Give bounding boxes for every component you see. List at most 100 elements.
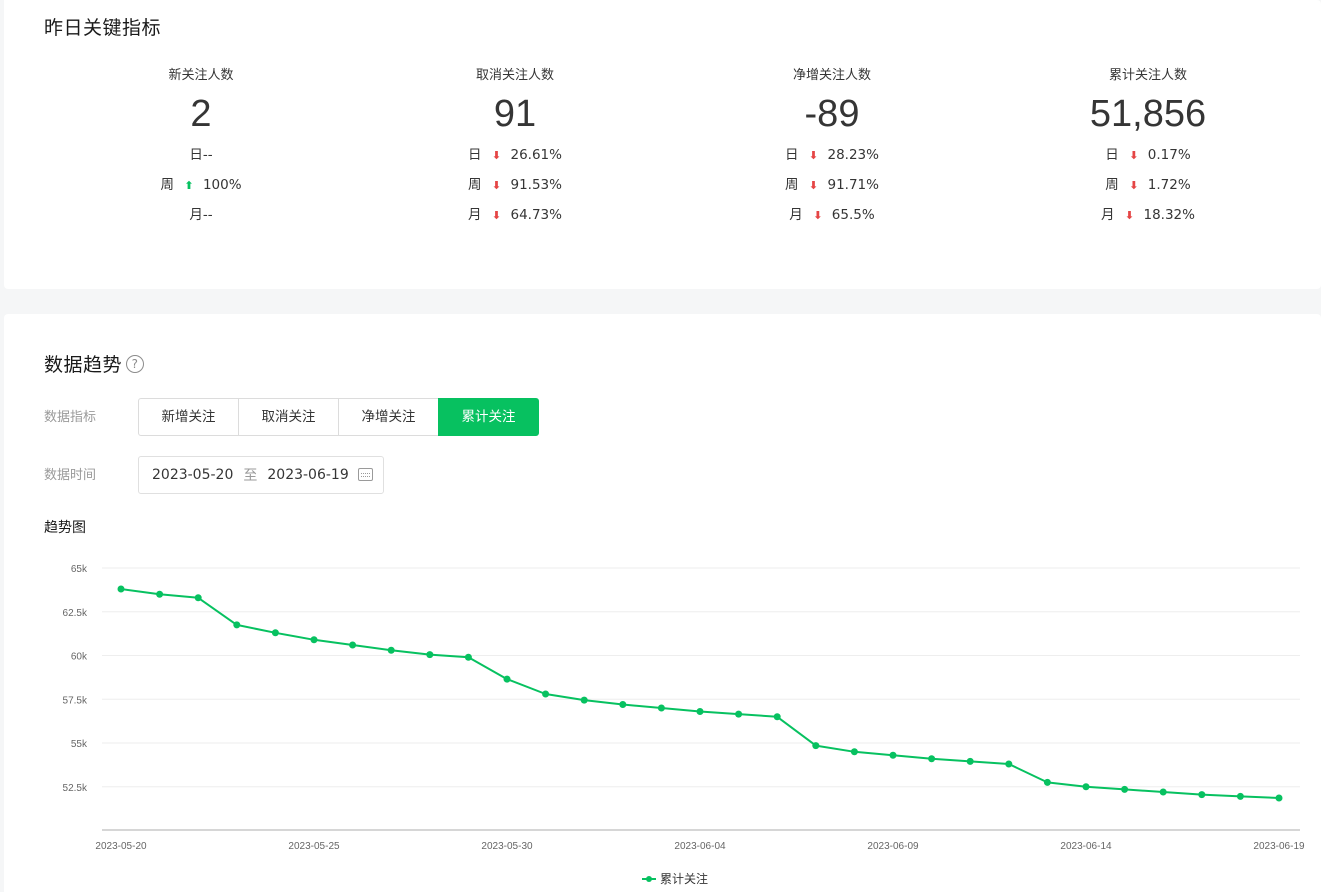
data-point — [426, 651, 434, 659]
metric-column: 取消关注人数 91 日 ⬇ 26.61% 周 ⬇ 91.53% 月 ⬇ 64.73% — [415, 64, 615, 230]
metric-value: 91 — [493, 93, 537, 135]
data-point — [349, 641, 357, 649]
metric-tab[interactable]: 净增关注 — [338, 398, 439, 436]
metric-label: 新关注人数 — [168, 68, 234, 83]
data-trend-card: 数据趋势? 数据指标 新增关注 取消关注 净增关注 累计关注 数据时间 2023-05… — [4, 314, 1321, 892]
data-point — [966, 757, 974, 765]
period-label: 月 — [1101, 207, 1115, 223]
data-point — [271, 629, 279, 637]
change-value: -- — [202, 207, 213, 223]
section-title-data-trend: 数据趋势? — [44, 350, 145, 377]
data-point — [464, 653, 472, 661]
metric-change-row: 日 ⬇ 26.61% — [415, 140, 615, 170]
chart-legend[interactable]: 累计关注 — [642, 870, 708, 887]
data-point — [1275, 794, 1283, 802]
chart-title: 趋势图 — [44, 520, 86, 536]
period-label: 周 — [785, 177, 799, 193]
data-point — [735, 710, 743, 718]
data-point — [812, 742, 820, 750]
metric-change-row: 周 ⬇ 1.72% — [1048, 170, 1248, 200]
change-value: 0.17% — [1147, 147, 1191, 163]
metric-change-row: 月 ⬇ 65.5% — [732, 200, 932, 230]
period-label: 月 — [468, 207, 482, 223]
legend-label: 累计关注 — [660, 872, 709, 886]
metric-change-row: 月 ⬇ 18.32% — [1048, 200, 1248, 230]
key-metrics-card: 昨日关键指标 新关注人数 2 日-- 周 ⬆ 100% 月-- 取消关注人数 91 日 ⬇ 26.61… — [4, 0, 1321, 289]
data-point — [928, 755, 936, 763]
data-point — [850, 748, 858, 756]
y-tick-label: 60k — [71, 652, 88, 663]
change-value: -- — [202, 147, 213, 163]
data-point — [889, 751, 897, 759]
arrow-down-icon: ⬇ — [808, 179, 819, 192]
date-end[interactable]: 2023-06-19 — [267, 467, 349, 483]
data-point — [503, 675, 511, 683]
date-range-picker[interactable]: 2023-05-20 至 2023-06-19 — [138, 456, 384, 494]
calendar-icon[interactable] — [358, 468, 373, 481]
data-point — [310, 636, 318, 644]
metric-label: 累计关注人数 — [1108, 68, 1187, 83]
arrow-down-icon: ⬇ — [491, 149, 502, 162]
data-point — [1082, 783, 1090, 791]
data-point — [1121, 785, 1129, 793]
metric-tab[interactable]: 取消关注 — [238, 398, 339, 436]
metric-tab[interactable]: 累计关注 — [438, 398, 539, 436]
change-value: 100% — [202, 177, 242, 193]
y-tick-label: 62.5k — [63, 608, 88, 619]
time-field-label: 数据时间 — [44, 468, 97, 483]
help-icon[interactable]: ? — [126, 355, 145, 373]
period-label: 日 — [785, 147, 799, 163]
x-tick-label: 2023-05-30 — [481, 841, 533, 852]
data-point — [657, 704, 665, 712]
metric-change-row: 周 ⬇ 91.71% — [732, 170, 932, 200]
arrow-up-icon: ⬆ — [184, 179, 194, 192]
date-start[interactable]: 2023-05-20 — [152, 467, 234, 483]
data-point — [580, 696, 588, 704]
legend-marker-icon — [642, 874, 656, 884]
y-tick-label: 57.5k — [63, 695, 88, 706]
arrow-down-icon: ⬇ — [808, 149, 819, 162]
data-point — [1198, 791, 1206, 799]
data-point — [696, 708, 704, 715]
period-label: 周 — [468, 177, 482, 193]
change-value: 91.53% — [510, 177, 562, 193]
data-point — [1005, 760, 1013, 768]
data-point — [156, 590, 164, 598]
metric-value: 51,856 — [1089, 93, 1207, 135]
change-value: 65.5% — [831, 207, 875, 223]
x-tick-label: 2023-06-04 — [674, 841, 726, 852]
x-tick-label: 2023-06-19 — [1253, 841, 1305, 852]
date-separator: 至 — [243, 468, 258, 484]
arrow-down-icon: ⬇ — [1124, 209, 1135, 222]
metric-change-row: 日-- — [101, 140, 301, 170]
metric-tab[interactable]: 新增关注 — [138, 398, 239, 436]
metric-tab-group: 新增关注 取消关注 净增关注 累计关注 — [138, 398, 539, 436]
x-tick-label: 2023-06-14 — [1060, 841, 1112, 852]
x-tick-label: 2023-05-25 — [288, 841, 340, 852]
period-label: 周 — [1105, 177, 1119, 193]
data-point — [619, 701, 627, 708]
x-tick-label: 2023-05-20 — [95, 841, 147, 852]
metrics-row: 新关注人数 2 日-- 周 ⬆ 100% 月-- 取消关注人数 91 日 ⬇ 26.61% 周 ⬇ 91.5… — [44, 64, 1304, 244]
period-label: 日 — [1105, 147, 1119, 163]
metric-change-row: 日 ⬇ 0.17% — [1048, 140, 1248, 170]
metric-value: 2 — [190, 93, 212, 135]
change-value: 28.23% — [827, 147, 879, 163]
data-trend-title-text: 数据趋势 — [44, 354, 123, 376]
change-value: 18.32% — [1143, 207, 1195, 223]
metric-column: 累计关注人数 51,856 日 ⬇ 0.17% 周 ⬇ 1.72% 月 ⬇ 18.32% — [1048, 64, 1248, 230]
metric-field-label: 数据指标 — [44, 410, 97, 425]
metric-label: 净增关注人数 — [792, 68, 871, 83]
metric-change-row: 月-- — [101, 200, 301, 230]
data-point — [1043, 778, 1051, 786]
metric-label: 取消关注人数 — [475, 68, 554, 83]
period-label: 日 — [468, 147, 482, 163]
metric-change-row: 周 ⬇ 91.53% — [415, 170, 615, 200]
y-tick-label: 55k — [71, 739, 88, 750]
data-point — [233, 621, 241, 629]
period-label: 周 — [160, 177, 174, 193]
metric-change-row: 周 ⬆ 100% — [101, 170, 301, 200]
change-value: 1.72% — [1147, 177, 1191, 193]
period-label: 月 — [789, 207, 803, 223]
data-point — [542, 690, 550, 698]
